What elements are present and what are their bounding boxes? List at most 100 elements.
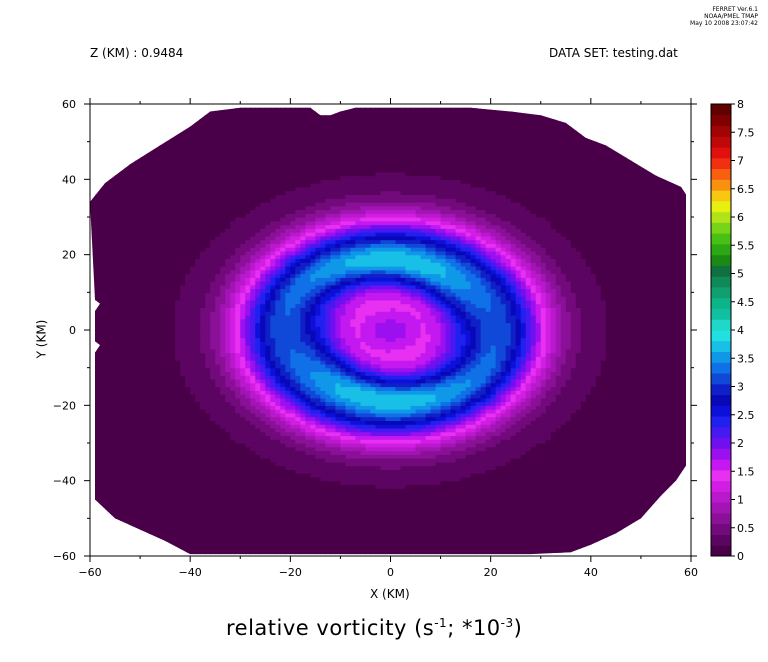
field-cell [90, 480, 96, 486]
field-cell [210, 243, 216, 248]
field-cell [170, 171, 176, 177]
field-cell [230, 390, 236, 395]
field-cell [140, 126, 146, 131]
field-cell [225, 107, 231, 109]
field-cell [135, 458, 141, 463]
field-cell [195, 296, 201, 301]
field-cell [255, 439, 261, 444]
field-cell [270, 503, 276, 508]
field-cell [245, 397, 251, 403]
field-cell [100, 311, 106, 316]
field-cell [280, 220, 286, 226]
field-cell [245, 137, 251, 143]
field-cell [130, 461, 136, 467]
field-cell [105, 152, 111, 158]
field-cell [165, 431, 171, 437]
field-cell [105, 205, 111, 211]
field-cell [255, 137, 261, 143]
field-cell [205, 273, 211, 278]
field-cell [160, 115, 166, 120]
field-cell [125, 450, 131, 455]
field-cell [185, 250, 191, 256]
field-cell [245, 288, 251, 293]
field-cell [295, 386, 301, 391]
field-cell [135, 476, 141, 482]
field-cell [175, 303, 181, 308]
field-cell [210, 412, 216, 418]
field-cell [240, 258, 246, 263]
field-cell [115, 111, 121, 116]
field-cell [250, 296, 256, 301]
field-cell [90, 420, 96, 425]
field-cell [205, 371, 211, 376]
field-cell [90, 314, 96, 320]
field-cell [135, 371, 141, 376]
field-cell [270, 465, 276, 470]
field-cell [240, 386, 246, 391]
field-cell [220, 522, 226, 527]
field-cells [90, 107, 686, 555]
field-cell [185, 405, 191, 410]
field-cell [255, 488, 261, 493]
field-cell [170, 281, 176, 286]
field-cell [125, 307, 131, 312]
field-cell [160, 548, 166, 553]
field-cell [165, 273, 171, 278]
field-cell [245, 480, 251, 486]
field-cell [215, 141, 221, 147]
field-cell [225, 311, 231, 316]
field-cell [220, 341, 226, 346]
field-cell [260, 190, 266, 195]
field-cell [275, 183, 281, 188]
field-cell [185, 503, 191, 508]
field-cell [110, 288, 116, 293]
field-cell [175, 446, 181, 452]
field-cell [90, 209, 96, 214]
field-cell [165, 443, 171, 448]
field-cell [185, 141, 191, 147]
field-cell [120, 420, 126, 425]
field-cell [95, 307, 101, 312]
field-cell [250, 443, 256, 448]
field-cell [270, 265, 276, 271]
field-cell [170, 137, 176, 143]
field-cell [195, 107, 201, 109]
field-cell [185, 194, 191, 199]
field-cell [220, 427, 226, 433]
field-cell [120, 137, 126, 143]
field-cell [245, 296, 251, 301]
field-cell [195, 484, 201, 489]
field-cell [195, 224, 201, 229]
ferret-stamp: FERRET Ver.6.1 NOAA/PMEL TMAP May 10 200… [690, 6, 758, 27]
field-cell [140, 518, 146, 523]
field-cell [185, 458, 191, 463]
field-cell [130, 292, 136, 297]
field-cell [195, 394, 201, 399]
field-cell [200, 262, 206, 267]
field-cell [230, 345, 236, 350]
field-cell [145, 179, 151, 184]
field-cell [100, 254, 106, 260]
field-cell [125, 382, 131, 388]
field-cell [235, 484, 241, 489]
field-cell [215, 130, 221, 135]
field-cell [245, 424, 251, 429]
field-cell [150, 337, 156, 342]
field-cell [95, 397, 101, 403]
field-cell [100, 262, 106, 267]
field-cell [160, 122, 166, 128]
field-cell [100, 190, 106, 195]
field-cell [140, 119, 146, 124]
field-cell [270, 337, 276, 342]
field-cell [220, 160, 226, 165]
field-cell [190, 439, 196, 444]
field-cell [245, 465, 251, 470]
field-cell [110, 269, 116, 275]
field-cell [275, 201, 281, 207]
field-cell [105, 224, 111, 229]
field-cell [190, 352, 196, 357]
field-cell [215, 465, 221, 470]
field-cell [210, 194, 216, 199]
field-cell [215, 473, 221, 478]
field-cell [220, 149, 226, 154]
